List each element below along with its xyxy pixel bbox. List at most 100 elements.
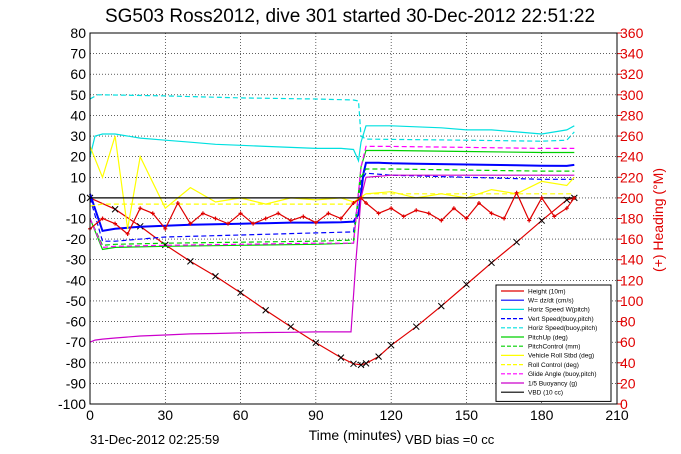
heading-point <box>251 221 256 226</box>
x-tick-label: 0 <box>86 407 94 423</box>
heading-point <box>389 206 394 211</box>
heading-point <box>338 216 343 221</box>
heading-point <box>326 211 331 216</box>
y-tick-label: 50 <box>70 87 86 103</box>
y-right-tick-label: 40 <box>620 355 636 371</box>
y-tick-label: 10 <box>70 169 86 185</box>
heading-point <box>359 195 364 200</box>
height-point <box>212 272 219 280</box>
legend-label: 1/5 Buoyancy (g) <box>528 380 577 387</box>
heading-point <box>401 214 406 219</box>
y-tick-label: 30 <box>70 128 86 144</box>
y-right-tick-label: 80 <box>620 314 636 330</box>
y-tick-label: -50 <box>66 293 86 309</box>
legend-label: Horiz Speed(buoy,pitch) <box>528 325 597 332</box>
y-tick-label: -10 <box>66 211 86 227</box>
series-1-5-buoyancy-g <box>89 174 575 343</box>
height-point <box>513 238 520 246</box>
height-point <box>463 281 470 288</box>
height-point <box>262 306 270 314</box>
y-right-tick-label: 160 <box>620 231 644 247</box>
series-group <box>86 94 578 369</box>
y-axis-ticks: 80 70 60 50 40 30 20 10 0 -10 -20 -30 -40 -50 -60 -70 -8… <box>58 25 86 412</box>
heading-point <box>163 226 168 231</box>
x-axis-ticks: 0 30 60 90 120 150 180 210 <box>86 407 629 423</box>
y-tick-label: 80 <box>70 25 86 41</box>
y-right-tick-label: 140 <box>620 252 644 268</box>
legend-box <box>495 284 612 402</box>
x-tick-label: 90 <box>308 407 324 423</box>
y-tick-label: 0 <box>78 190 86 206</box>
heading-point <box>376 211 381 216</box>
legend-label: Vert Speed(buoy,pitch) <box>528 316 594 323</box>
heading-point <box>188 221 193 226</box>
legend-label: W= dz/dt (cm/s) <box>528 298 574 305</box>
height-point <box>312 339 320 347</box>
heading-point <box>514 190 519 195</box>
y-tick-label: -100 <box>58 396 86 412</box>
height-point <box>357 361 365 369</box>
height-point <box>375 353 382 360</box>
heading-point <box>301 214 306 219</box>
y-right-tick-label: 240 <box>620 149 644 165</box>
y-tick-label: -60 <box>66 314 86 330</box>
series-vert-speed-buoy-pitch <box>89 172 575 242</box>
y-tick-label: -30 <box>66 252 86 268</box>
y-right-tick-label: 320 <box>620 66 644 82</box>
y-right-tick-label: 220 <box>620 169 644 185</box>
y-tick-label: -70 <box>66 334 86 350</box>
height-point <box>362 360 370 367</box>
heading-point <box>527 218 532 223</box>
y-right-axis-label: (+) Heading (°M) <box>650 168 666 272</box>
y-right-tick-label: 20 <box>620 375 636 391</box>
series-height-10m <box>89 197 575 366</box>
footer-timestamp: 31-Dec-2012 02:25:59 <box>90 432 219 447</box>
y-right-tick-label: 280 <box>620 107 644 123</box>
legend-label: Glide Angle (buoy,pitch) <box>528 371 597 378</box>
y-tick-label: -80 <box>66 355 86 371</box>
legend-label: VBD (10 cc) <box>528 390 563 397</box>
x-axis-label: Time (minutes) <box>309 427 402 443</box>
x-tick-label: 30 <box>157 407 173 423</box>
legend-label: PitchControl (mm) <box>528 344 580 351</box>
y-right-tick-label: 120 <box>620 272 644 288</box>
y-right-tick-label: 300 <box>620 87 644 103</box>
plot-frame <box>89 32 618 405</box>
heading-point <box>464 216 469 221</box>
x-tick-label: 150 <box>455 407 479 423</box>
heading-point <box>226 221 231 226</box>
y-right-tick-label: 260 <box>620 128 644 144</box>
chart-title: SG503 Ross2012, dive 301 started 30-Dec-… <box>105 6 595 27</box>
y-right-tick-label: 360 <box>620 25 644 41</box>
heading-point <box>451 206 456 211</box>
heading-point <box>572 195 577 200</box>
legend-label: Height (10m) <box>528 288 566 295</box>
heading-point <box>351 201 356 206</box>
y-tick-label: -40 <box>66 272 86 288</box>
heading-point <box>125 231 130 236</box>
heading-point <box>238 211 243 216</box>
y-tick-label: 20 <box>70 149 86 165</box>
heading-point <box>150 211 155 216</box>
y-right-tick-label: 200 <box>620 190 644 206</box>
series-w-dz-dt-cm-s <box>89 161 575 233</box>
x-tick-label: 210 <box>605 407 629 423</box>
series-pitchcontrol-mm <box>89 168 575 246</box>
y-right-tick-label: 60 <box>620 334 636 350</box>
heading-point <box>175 201 180 206</box>
y-tick-label: 60 <box>70 66 86 82</box>
y-right-axis-ticks: 3603403203002802602402202001801601401201… <box>617 25 644 412</box>
y-right-tick-label: 100 <box>620 293 644 309</box>
heading-point <box>552 214 557 219</box>
height-point <box>187 258 194 265</box>
heading-point <box>414 208 419 213</box>
height-point <box>488 259 495 267</box>
height-point <box>538 217 546 224</box>
height-point <box>237 289 244 297</box>
series-roll-control-deg <box>89 193 575 207</box>
series-vehicle-roll-stbd-deg <box>89 135 575 229</box>
heading-point <box>313 220 318 225</box>
heading-point <box>263 216 268 221</box>
heading-point <box>113 221 118 226</box>
